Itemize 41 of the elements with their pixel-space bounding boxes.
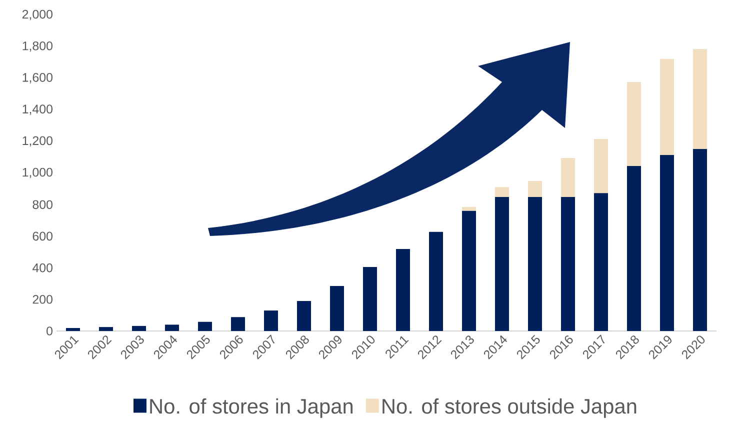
y-tick-label: 1,400 <box>22 104 52 115</box>
y-tick-label: 2,000 <box>22 10 52 20</box>
bar <box>660 154 674 331</box>
bar <box>297 300 312 331</box>
bar <box>462 206 476 211</box>
bar <box>627 82 642 166</box>
bar <box>231 317 246 331</box>
bar <box>396 248 410 331</box>
bar <box>495 197 510 331</box>
y-tick-label: 400 <box>32 263 52 272</box>
y-tick-label: 1,800 <box>22 41 52 52</box>
bar <box>198 322 212 331</box>
y-tick-label: 0 <box>46 326 52 336</box>
y-tick-label: 600 <box>32 232 52 241</box>
bar <box>462 210 476 331</box>
bar <box>594 139 608 194</box>
bar <box>693 148 708 331</box>
y-tick-label: 1,000 <box>22 168 52 178</box>
bar <box>528 181 542 198</box>
bar <box>363 267 378 331</box>
bar <box>66 328 80 331</box>
y-tick-label: 1,200 <box>22 136 52 147</box>
bar <box>99 327 114 331</box>
legend-label: No. of stores outside Japan <box>382 398 636 418</box>
bar <box>561 158 576 198</box>
bar <box>660 58 674 155</box>
y-tick-label: 1,600 <box>22 73 52 84</box>
bar <box>561 197 576 331</box>
bar <box>264 310 278 331</box>
y-tick-label: 800 <box>32 200 52 210</box>
bar <box>528 197 542 331</box>
bar <box>693 48 708 149</box>
bar <box>165 324 180 331</box>
legend-label: No. of stores in Japan <box>150 398 353 418</box>
bar <box>429 232 444 331</box>
bar <box>594 193 608 331</box>
bar <box>330 286 344 331</box>
y-tick-label: 200 <box>32 295 52 304</box>
bar <box>132 326 146 331</box>
bar <box>627 166 642 331</box>
bar <box>495 187 510 198</box>
